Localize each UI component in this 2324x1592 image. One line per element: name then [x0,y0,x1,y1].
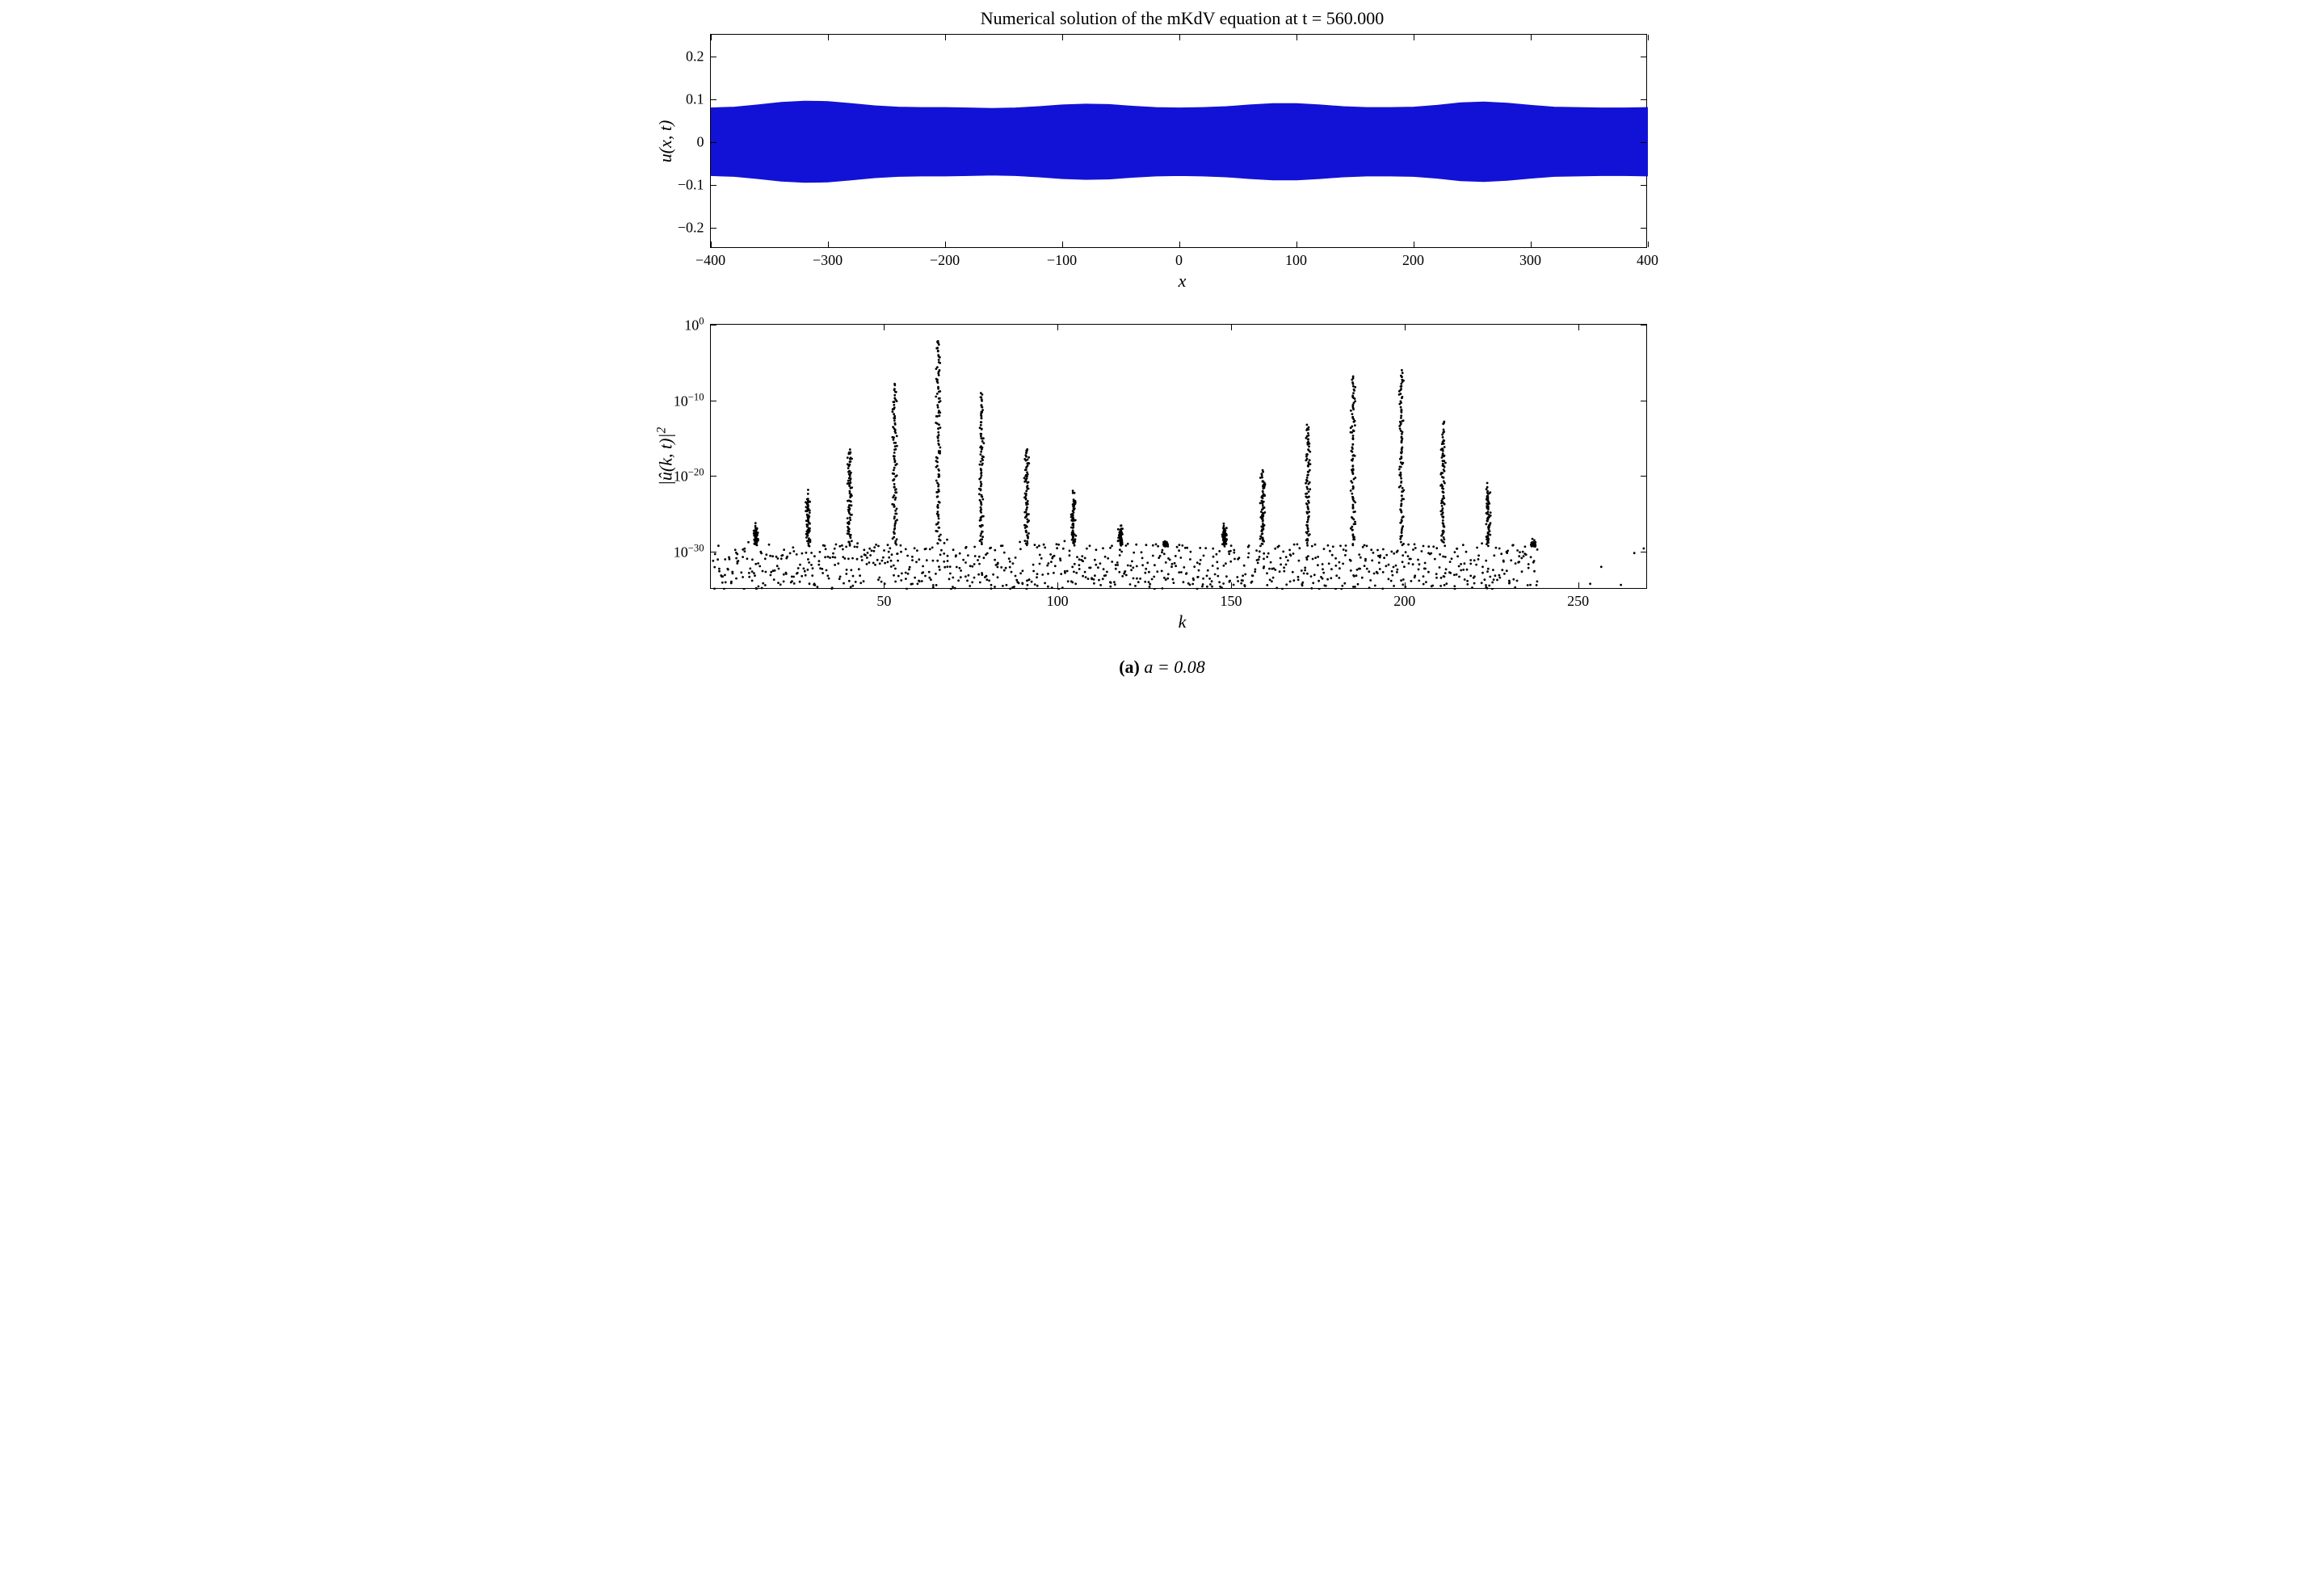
ytick-label: 0 [697,133,704,150]
xtick-label: 100 [1285,252,1307,269]
xtick-label: 50 [876,593,891,610]
xtick-label: 0 [1175,252,1183,269]
top-ylabel: u(x, t) [655,120,676,162]
bottom-series-svg [711,325,1648,590]
ytick-label: −0.2 [678,219,704,236]
ytick-label: 100 [684,316,704,334]
ytick-label: 10−20 [674,467,704,485]
xtick-label: −100 [1047,252,1077,269]
xtick-label: 200 [1393,593,1415,610]
top-panel: Numerical solution of the mKdV equation … [710,8,1655,292]
xtick-label: −200 [930,252,960,269]
bottom-xlabel: k [710,611,1655,632]
xtick-label: −400 [696,252,725,269]
top-series-svg [711,35,1648,249]
xtick-label: 300 [1519,252,1541,269]
ytick-label: 10−30 [674,543,704,561]
xtick-label: 400 [1637,252,1658,269]
figure-container: Numerical solution of the mKdV equation … [637,0,1687,694]
xtick-label: 250 [1567,593,1589,610]
panel-spacer [653,292,1671,324]
top-chart-title: Numerical solution of the mKdV equation … [710,8,1655,29]
ytick-label: 0.2 [686,48,704,65]
bottom-plot-area: |û(k, t)|2 5010015020025010−3010−2010−10… [710,324,1647,589]
xtick-label: 100 [1047,593,1069,610]
envelope-fill [711,101,1648,183]
xtick-label: 150 [1220,593,1242,610]
top-xlabel: x [710,271,1655,292]
subcaption-text: a = 0.08 [1144,657,1204,677]
subcaption: (a) a = 0.08 [653,657,1671,678]
subcaption-tag: (a) [1119,657,1140,677]
ytick-label: 0.1 [686,90,704,107]
xtick-label: −300 [813,252,843,269]
bottom-panel: |û(k, t)|2 5010015020025010−3010−2010−10… [710,324,1655,632]
ytick-label: −0.1 [678,176,704,193]
top-plot-area: u(x, t) −400−300−200−1000100200300400−0.… [710,34,1647,248]
xtick-label: 200 [1402,252,1424,269]
ytick-label: 10−10 [674,391,704,410]
